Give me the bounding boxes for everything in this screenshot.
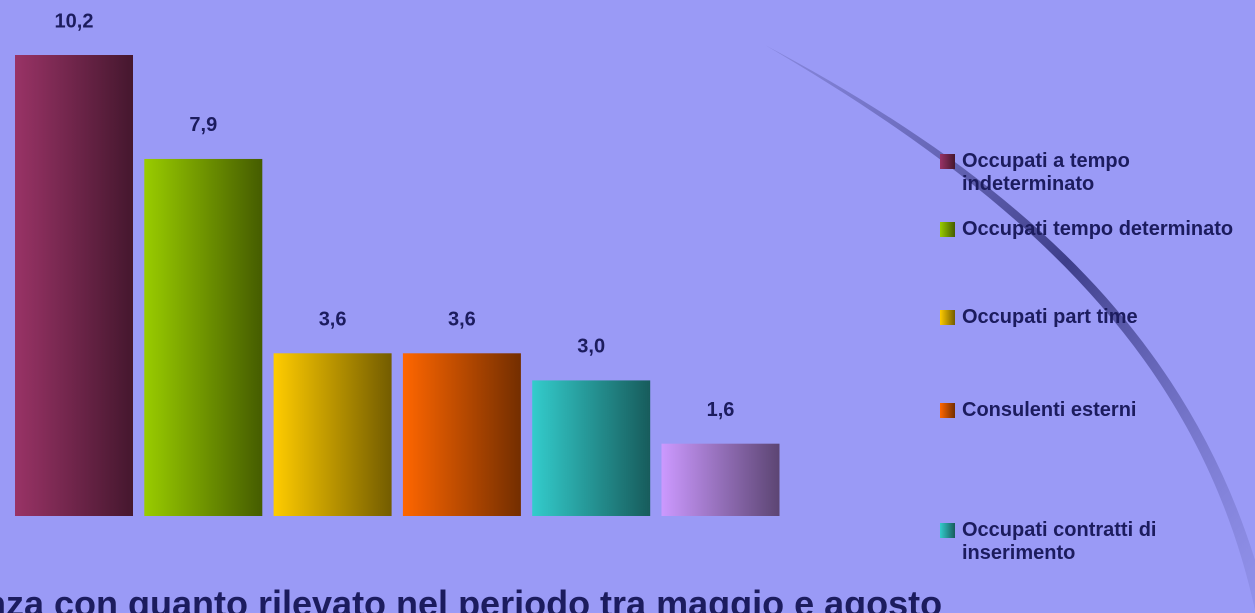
bar <box>144 158 263 516</box>
legend-label: Occupati part time <box>962 306 1138 328</box>
legend-item: Occupati a tempo indeterminato <box>940 150 1250 196</box>
legend-label: Occupati tempo determinato <box>962 218 1234 240</box>
legend-item: Occupati tempo determinato <box>940 218 1250 241</box>
legend-label: Occupati contratti di inserimento <box>962 519 1157 564</box>
legend-swatch <box>940 154 955 169</box>
legend-item: Co.Co.Pro. <box>940 611 1250 613</box>
legend-item: Occupati contratti di inserimento <box>940 519 1250 565</box>
data-label: 3,6 <box>448 309 476 331</box>
legend-swatch <box>940 222 955 237</box>
legend-item: Occupati part time <box>940 306 1250 329</box>
legend-swatch <box>940 403 955 418</box>
legend-label: Co.Co.Pro. <box>962 611 1250 613</box>
bar <box>532 380 651 516</box>
data-label: 3,0 <box>577 336 605 358</box>
bar <box>402 353 521 516</box>
legend-item: Consulenti esterni <box>940 399 1250 422</box>
legend-swatch <box>940 523 955 538</box>
data-label: 3,6 <box>319 309 347 331</box>
legend-label: Occupati a tempo indeterminato <box>962 150 1130 195</box>
bar <box>273 353 392 516</box>
caption: nza con quanto rilevato nel periodo tra … <box>0 583 943 613</box>
data-label: 10,2 <box>55 10 94 32</box>
bar <box>15 55 133 516</box>
legend-label: Consulenti esterni <box>962 399 1137 421</box>
data-label: 1,6 <box>707 399 735 421</box>
legend-swatch <box>940 310 955 325</box>
bar <box>661 443 780 516</box>
data-label: 7,9 <box>189 114 217 136</box>
